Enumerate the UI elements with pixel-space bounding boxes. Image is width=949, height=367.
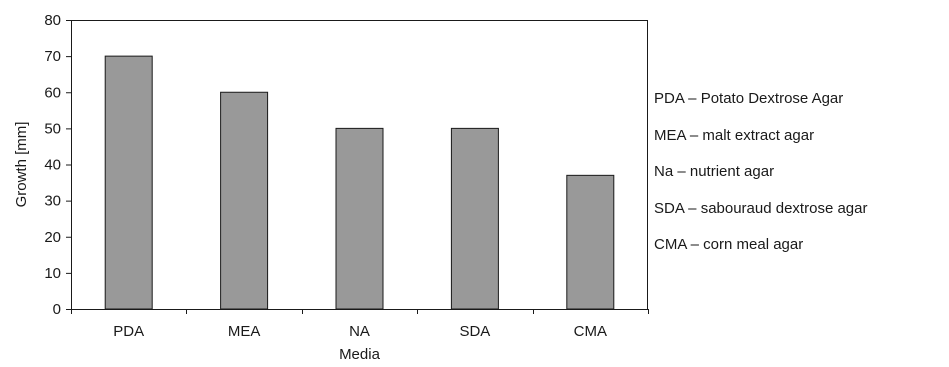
bar-na xyxy=(335,127,384,310)
bar-pda xyxy=(104,55,153,310)
y-tick-label: 0 xyxy=(53,301,61,318)
bars xyxy=(104,55,615,310)
x-tick-label-na: NA xyxy=(349,323,370,340)
legend-item-pda: PDA – Potato Dextrose Agar xyxy=(654,90,844,107)
bar-chart: 0 10 20 30 40 50 60 70 80 PDA MEA NA SDA CMA Growth … xyxy=(13,12,649,363)
x-axis-ticks: PDA MEA NA SDA CMA xyxy=(71,309,649,340)
legend-item-mea: MEA – malt extract agar xyxy=(654,126,815,144)
y-tick-label: 70 xyxy=(44,48,61,65)
y-tick-label: 60 xyxy=(44,84,61,101)
legend-item-na: Na – nutrient agar xyxy=(654,163,775,180)
legend-item-sda: SDA – sabouraud dextrose agar xyxy=(654,199,868,217)
legend: PDA – Potato Dextrose Agar MEA – malt ex… xyxy=(654,90,949,273)
legend-item-cma: CMA – corn meal agar xyxy=(654,236,804,253)
bar-sda xyxy=(450,127,499,310)
y-tick-label: 80 xyxy=(44,12,61,29)
x-tick-label-cma: CMA xyxy=(574,323,607,340)
y-tick-label: 20 xyxy=(44,229,61,246)
plot-frame xyxy=(71,20,648,310)
y-axis-ticks: 0 10 20 30 40 50 60 70 80 xyxy=(44,12,71,318)
x-tick-label-pda: PDA xyxy=(113,323,144,340)
bar-cma xyxy=(566,174,615,310)
y-axis-title: Growth [mm] xyxy=(13,122,30,208)
x-tick-label-mea: MEA xyxy=(228,323,261,340)
x-axis-title: Media xyxy=(339,346,381,363)
bar-mea xyxy=(220,91,269,310)
y-tick-label: 10 xyxy=(44,265,61,282)
y-tick-label: 30 xyxy=(44,193,61,210)
y-tick-label: 50 xyxy=(44,120,61,137)
y-tick-label: 40 xyxy=(44,157,61,174)
x-tick-label-sda: SDA xyxy=(459,323,490,340)
